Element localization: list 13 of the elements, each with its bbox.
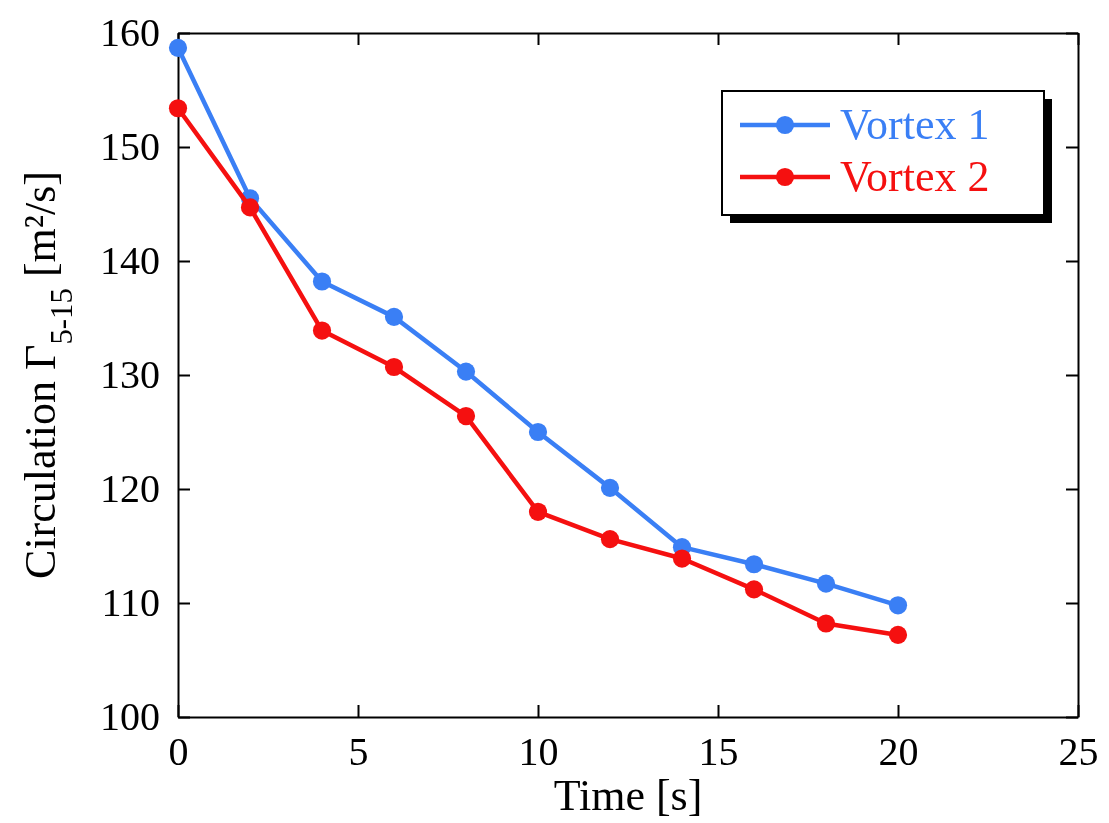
y-tick-label: 100 [100, 694, 160, 740]
y-tick-label: 150 [100, 124, 160, 170]
x-tick-label: 5 [348, 729, 369, 775]
legend-label: Vortex 1 [840, 100, 990, 149]
y-tick-label: 130 [100, 352, 160, 398]
x-tick-label: 20 [878, 729, 919, 775]
y-tick-label: 120 [100, 466, 160, 512]
legend-label: Vortex 2 [840, 152, 990, 201]
x-tick-label: 0 [168, 729, 189, 775]
y-tick-label: 160 [100, 10, 160, 56]
y-tick-label: 140 [100, 238, 160, 284]
y-tick-label: 110 [101, 580, 160, 626]
x-tick-label: 25 [1058, 729, 1099, 775]
